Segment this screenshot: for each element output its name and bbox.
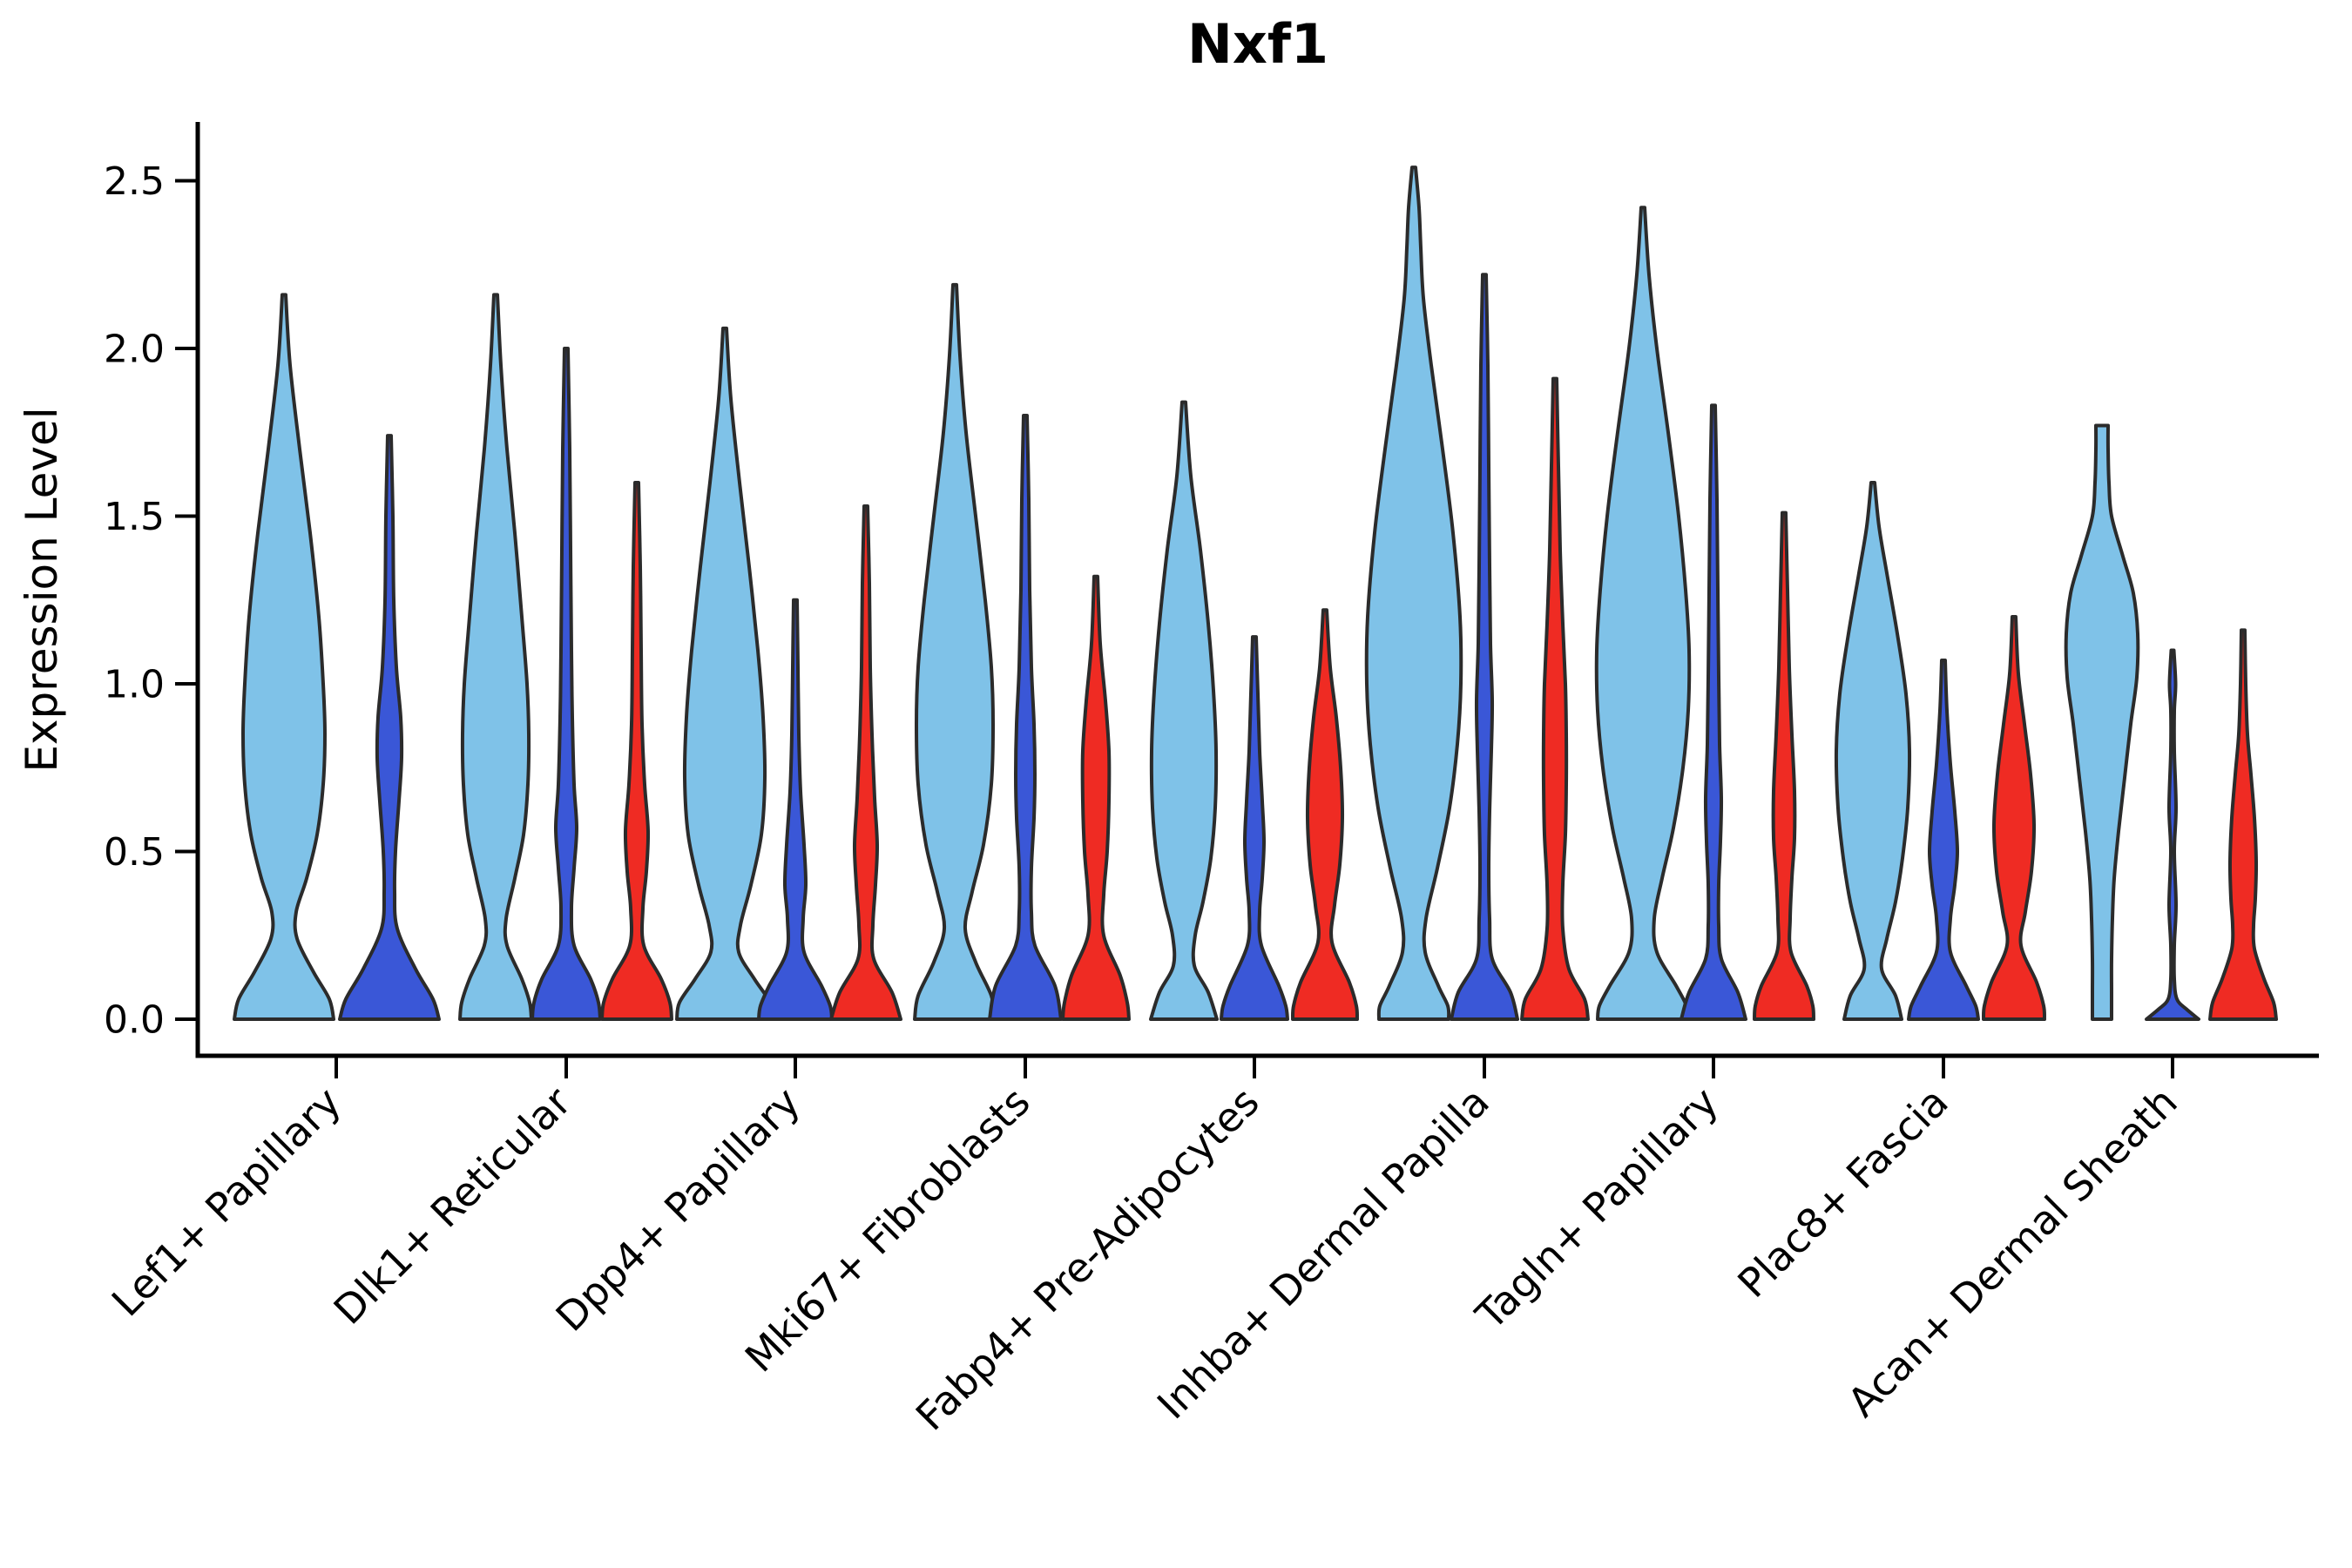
violin-series-2-darkblue-cat4 xyxy=(1220,635,1289,1021)
chart-title: Nxf1 xyxy=(1187,12,1328,76)
x-tick-label: Dpp4+ Papillary xyxy=(547,1078,809,1341)
violin-series-2-darkblue-cat5 xyxy=(1450,273,1519,1021)
violin-series-1-lightblue-cat6 xyxy=(1594,206,1692,1021)
x-tick-label: Lef1+ Papillary xyxy=(103,1078,350,1326)
x-tick-label: Dlk1+ Reticular xyxy=(325,1078,580,1334)
violin-series-1-lightblue-cat2 xyxy=(675,326,774,1021)
violin-series-2-darkblue-cat8 xyxy=(2145,648,2200,1021)
violin-series-2-darkblue-cat2 xyxy=(757,598,834,1021)
violin-series-2-darkblue-cat7 xyxy=(1907,659,1980,1021)
violin-series-2-darkblue-cat3 xyxy=(988,414,1063,1021)
y-tick-label: 1.5 xyxy=(104,495,165,539)
violin-series-3-red-cat1 xyxy=(600,481,673,1021)
violin-series-3-red-cat6 xyxy=(1753,510,1815,1021)
violin-series-1-lightblue-cat4 xyxy=(1149,400,1219,1021)
violin-series-3-red-cat5 xyxy=(1520,376,1590,1021)
violin-series-3-red-cat8 xyxy=(2208,628,2278,1021)
y-tick-label: 2.0 xyxy=(104,327,165,371)
y-tick-label: 2.5 xyxy=(104,159,165,204)
x-tick-label: Tagln+ Papillary xyxy=(1466,1078,1727,1340)
x-tick-label: Plac8+ Fascia xyxy=(1728,1078,1957,1307)
y-axis-label: Expression Level xyxy=(17,407,67,773)
violin-series-1-lightblue-cat3 xyxy=(913,282,997,1021)
violin-series-2-darkblue-cat0 xyxy=(338,434,441,1021)
violin-series-1-lightblue-cat0 xyxy=(233,293,335,1021)
violin-series-1-lightblue-cat8 xyxy=(2064,423,2140,1021)
violin-series-1-lightblue-cat1 xyxy=(458,293,533,1021)
violin-series-2-darkblue-cat1 xyxy=(531,347,602,1021)
violin-series-3-red-cat4 xyxy=(1291,608,1359,1021)
violin-series-3-red-cat2 xyxy=(829,504,902,1021)
violin-series-1-lightblue-cat5 xyxy=(1364,166,1463,1021)
violin-series-1-lightblue-cat7 xyxy=(1834,481,1912,1021)
violin-series-2-darkblue-cat6 xyxy=(1680,403,1747,1021)
y-tick-label: 0.5 xyxy=(104,830,165,875)
violin-series-3-red-cat7 xyxy=(1982,615,2046,1021)
y-tick-label: 1.0 xyxy=(104,662,165,706)
y-tick-label: 0.0 xyxy=(104,997,165,1042)
violin-series-3-red-cat3 xyxy=(1061,574,1131,1021)
